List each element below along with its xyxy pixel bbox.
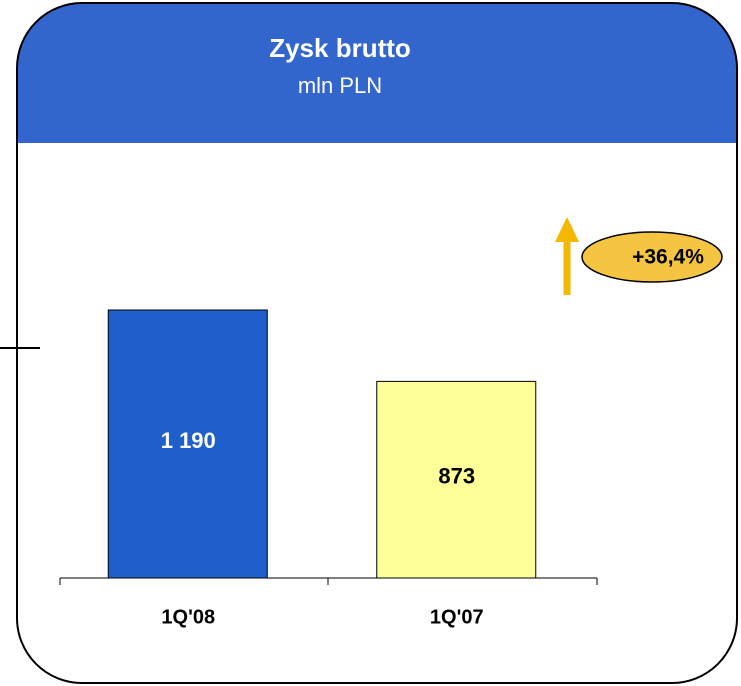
arrow-head [555, 217, 579, 242]
bar [376, 380, 537, 579]
bar [107, 309, 268, 579]
x-tick-label: 1Q'08 [161, 606, 215, 628]
chart-title: Zysk brutto [269, 33, 411, 63]
value-label: 873 [438, 464, 475, 489]
value-label: 1 190 [161, 428, 216, 453]
header-band [17, 3, 737, 143]
x-tick-label: 1Q'07 [430, 606, 484, 628]
change-badge [581, 231, 723, 283]
chart-subtitle: mln PLN [298, 73, 382, 98]
annotation: +36,4% [632, 246, 704, 269]
frame [16, 2, 738, 684]
